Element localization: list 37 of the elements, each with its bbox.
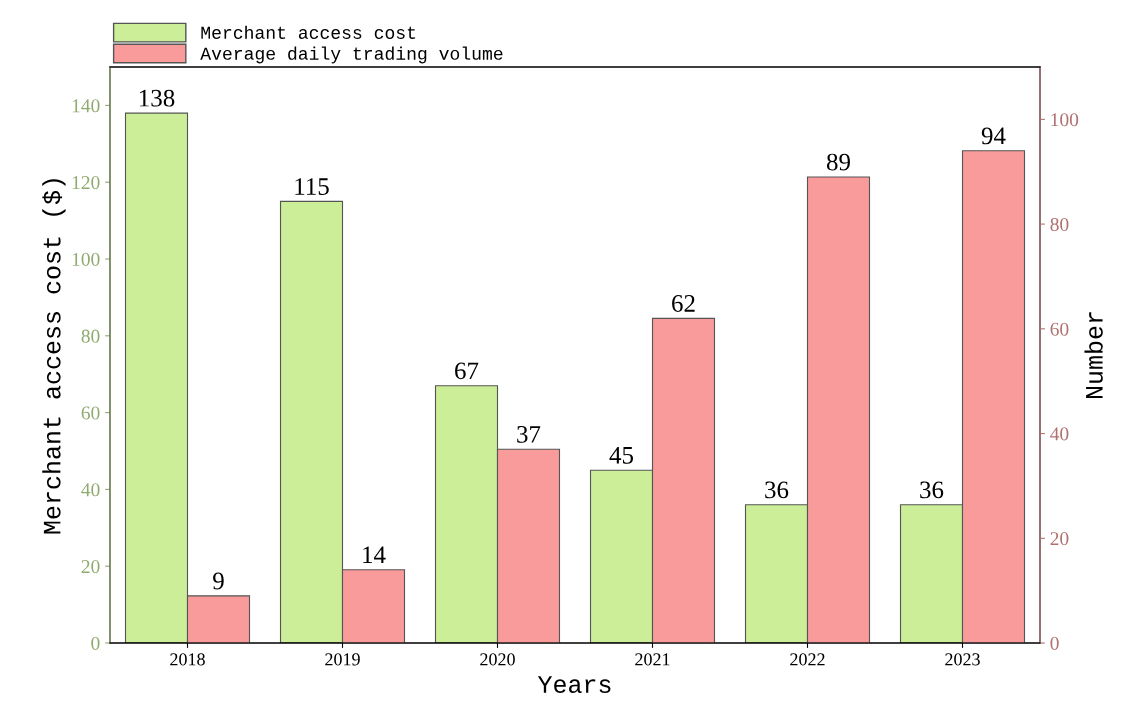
data-label: 115	[295, 178, 329, 195]
data-label: 37	[517, 425, 541, 443]
data-label: 67	[455, 362, 479, 380]
y-tick-label: 60	[81, 406, 100, 420]
data-label: 138	[139, 89, 175, 107]
y-tick-label: 40	[81, 483, 100, 497]
x-tick-label: 2018	[170, 653, 205, 666]
data-label: 89	[826, 153, 850, 171]
y2-tick-label: 0	[1050, 636, 1059, 650]
y2-tick-label: 100	[1051, 113, 1079, 127]
data-label: 62	[672, 295, 695, 312]
x-tick-label: 2022	[790, 653, 825, 666]
data-label: 36	[765, 481, 789, 499]
y-tick-label: 80	[81, 329, 100, 343]
data-label: 14	[363, 546, 386, 563]
y-axis-title: Merchant access cost ($)	[42, 179, 66, 534]
x-axis-title: Years	[537, 676, 611, 694]
y2-tick-label: 80	[1050, 217, 1069, 232]
y2-tick-label: 60	[1050, 322, 1069, 336]
legend-label: Merchant access cost	[201, 25, 416, 39]
data-label: 36	[920, 481, 944, 499]
legend-label: Average daily trading volume	[200, 46, 503, 64]
data-label: 94	[981, 127, 1006, 145]
x-tick-label: 2023	[945, 653, 980, 666]
y-tick-label: 100	[72, 252, 100, 266]
data-label: 45	[609, 447, 634, 464]
y-tick-label: 0	[91, 636, 100, 650]
x-tick-label: 2020	[480, 653, 515, 666]
y2-axis-title: Number	[1084, 312, 1103, 399]
y-tick-label: 120	[72, 176, 100, 190]
y2-tick-label: 40	[1050, 427, 1069, 441]
y-tick-label: 140	[72, 99, 100, 113]
x-tick-label: 2019	[325, 653, 360, 666]
data-label: 9	[213, 572, 224, 590]
y-tick-label: 20	[81, 560, 100, 574]
y2-tick-label: 20	[1050, 532, 1069, 546]
x-tick-label: 2021	[635, 653, 670, 666]
